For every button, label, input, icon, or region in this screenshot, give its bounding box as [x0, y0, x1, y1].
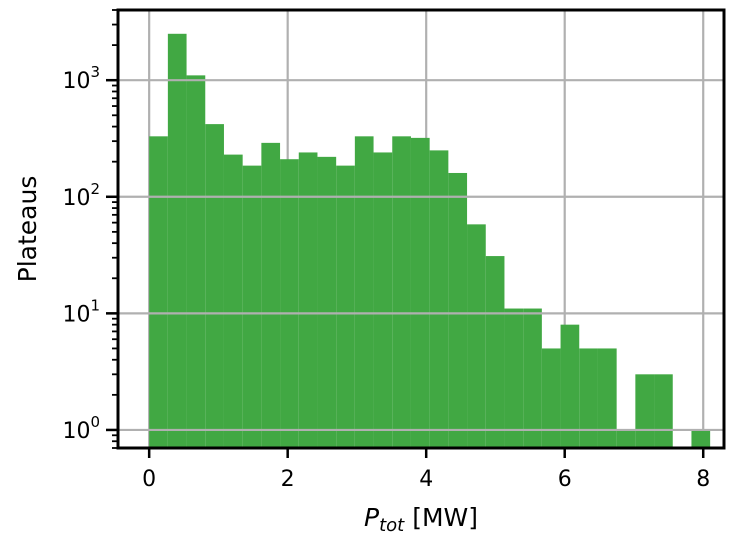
x-axis-label-unit: [MW]: [412, 503, 478, 532]
x-tick-label: 6: [558, 467, 572, 492]
y-tick-base: 10: [62, 302, 90, 327]
y-tick-label: 101: [62, 296, 100, 327]
histogram-bar: [186, 75, 206, 448]
x-tick-label: 8: [696, 467, 710, 492]
histogram-bar: [205, 124, 224, 449]
histogram-bar: [336, 165, 355, 448]
horizontal-grid-lines: [118, 79, 724, 432]
y-tick-label: 103: [62, 63, 100, 94]
x-tick-label: 2: [281, 467, 295, 492]
histogram-bar: [467, 224, 486, 448]
histogram-bar: [504, 308, 524, 448]
x-axis-label: Ptot [MW]: [364, 503, 478, 535]
y-tick-base: 10: [62, 69, 90, 94]
histogram-bar: [485, 256, 505, 448]
histogram-bar: [616, 429, 636, 448]
histogram-bar: [579, 348, 598, 448]
histogram-bar: [448, 172, 468, 449]
histogram-bar: [242, 165, 262, 448]
y-tick-exponent: 0: [90, 413, 100, 431]
x-tick-label: 0: [142, 467, 156, 492]
histogram-bar: [597, 348, 617, 448]
x-axis-ticks: 0 2 4 6 8: [142, 448, 710, 492]
histogram-bar: [392, 136, 411, 448]
y-tick-label: 102: [62, 180, 100, 211]
x-tick-label: 4: [419, 467, 433, 492]
histogram-bar: [691, 429, 711, 448]
y-tick-exponent: 1: [90, 296, 100, 314]
histogram-bar: [167, 33, 187, 449]
y-tick-exponent: 2: [90, 180, 100, 198]
histogram-bar: [317, 156, 337, 448]
histogram-bar: [523, 308, 542, 448]
x-axis-label-symbol: P: [364, 503, 380, 532]
histogram-bar: [635, 374, 655, 448]
histogram-bar: [560, 324, 580, 448]
histogram-bar: [654, 374, 673, 448]
histogram-bar: [261, 142, 281, 449]
y-tick-base: 10: [62, 419, 90, 444]
y-tick-label: 100: [62, 413, 100, 444]
histogram-bar: [373, 152, 393, 448]
y-tick-base: 10: [62, 186, 90, 211]
plot-frame: [116, 8, 726, 450]
histogram-bar: [149, 136, 168, 448]
histogram-bar: [429, 150, 449, 448]
histogram-bar: [354, 136, 374, 448]
x-axis-label-subscript: tot: [379, 515, 405, 535]
histogram-bars: [149, 33, 711, 449]
histogram-bar: [541, 348, 561, 448]
y-axis-label: Plateaus: [13, 176, 42, 283]
histogram-bar: [223, 154, 243, 448]
histogram-bar: [280, 159, 299, 449]
histogram-bar: [298, 152, 318, 448]
histogram-bar: [410, 137, 430, 449]
y-tick-exponent: 3: [90, 63, 100, 81]
